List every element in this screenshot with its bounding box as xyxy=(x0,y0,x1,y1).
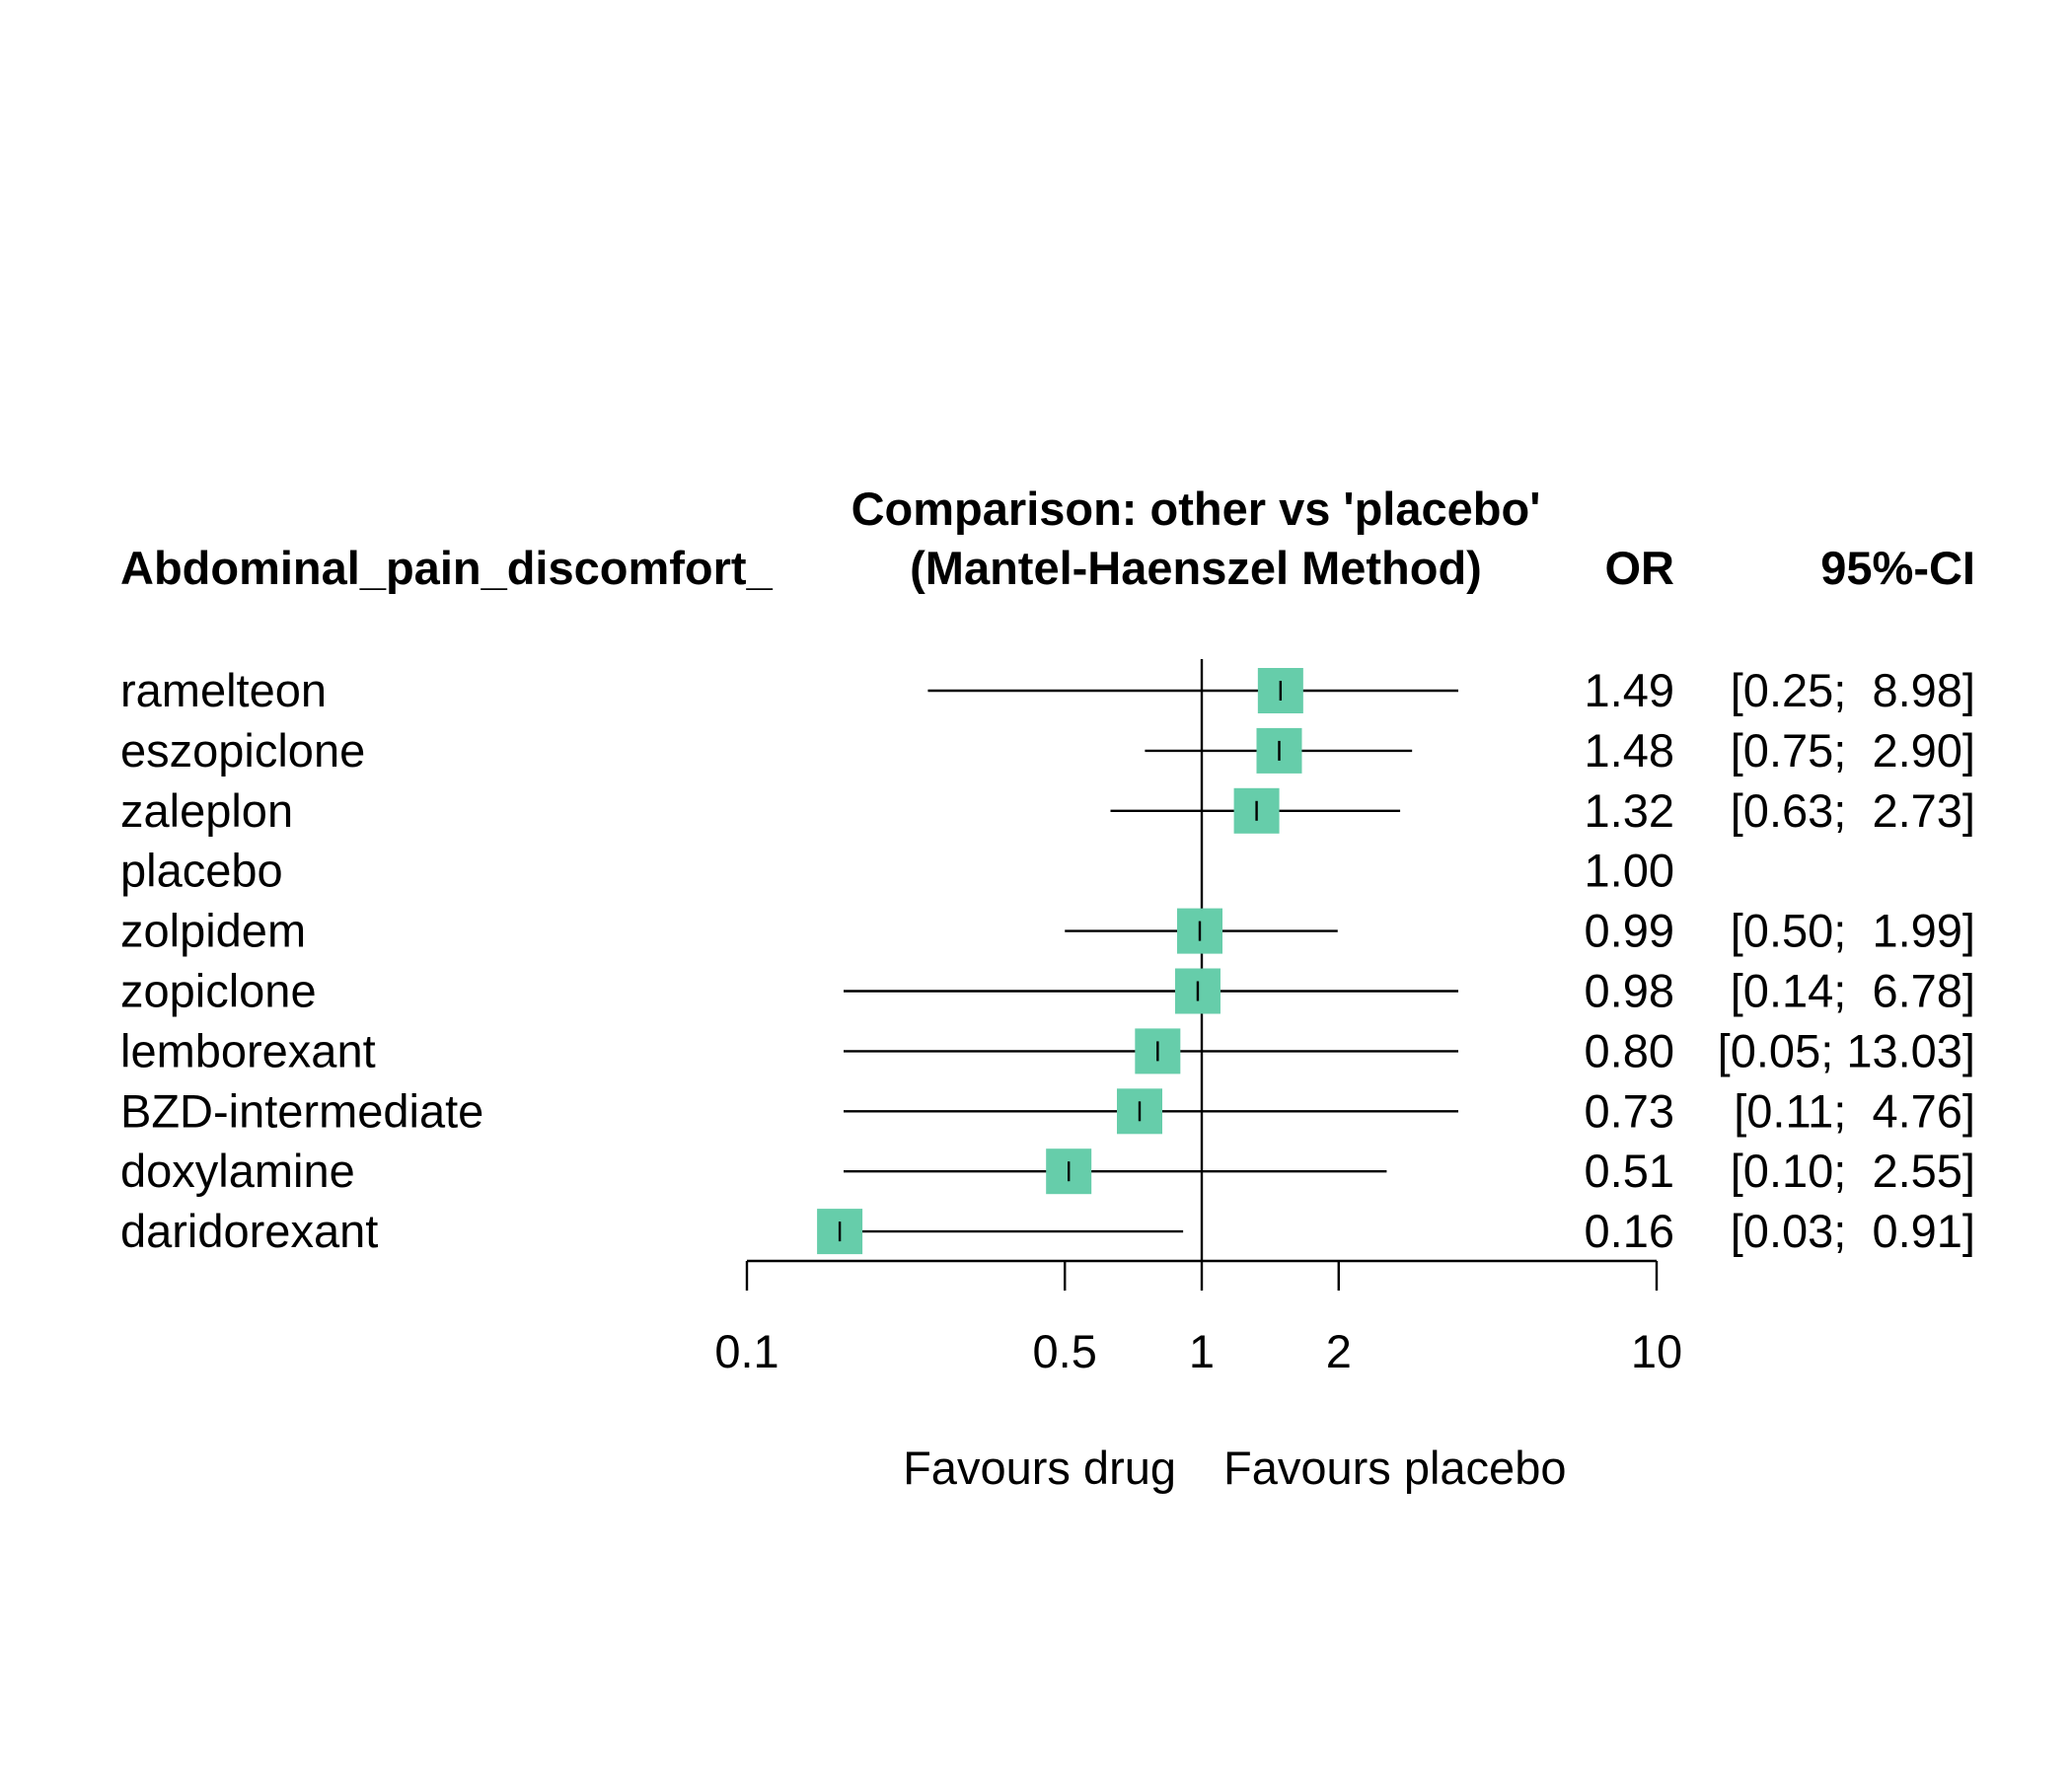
or-value: 1.48 xyxy=(1585,724,1674,777)
study-rows: ramelteon 1.49 [0.25; 8.98] eszopiclone 1.48… xyxy=(120,659,1975,1261)
or-value: 1.00 xyxy=(1585,845,1674,897)
row-zolpidem: zolpidem 0.99 [0.50; 1.99] xyxy=(120,905,1975,957)
row-ramelteon: ramelteon 1.49 [0.25; 8.98] xyxy=(120,664,1975,716)
or-value: 1.32 xyxy=(1585,784,1674,837)
row-doxylamine: doxylamine 0.51 [0.10; 2.55] xyxy=(120,1145,1975,1197)
study-label: ramelteon xyxy=(120,664,327,716)
ci-value: [0.14; 6.78] xyxy=(1731,965,1975,1017)
chart-subtitle: (Mantel-Haenszel Method) xyxy=(910,542,1482,594)
outcome-label: Abdominal_pain_discomfort_ xyxy=(120,542,774,594)
ci-value: [0.25; 8.98] xyxy=(1731,664,1975,716)
or-value: 1.49 xyxy=(1585,664,1674,716)
or-value: 0.98 xyxy=(1585,965,1674,1017)
x-tick-label: 0.1 xyxy=(714,1325,778,1377)
or-value: 0.51 xyxy=(1585,1145,1674,1197)
study-label: zaleplon xyxy=(120,784,293,837)
study-label: BZD-intermediate xyxy=(120,1084,483,1137)
favours-right-label: Favours placebo xyxy=(1223,1442,1566,1494)
ci-value: [0.05; 13.03] xyxy=(1718,1024,1975,1076)
study-label: zopiclone xyxy=(120,965,317,1017)
x-tick-label: 10 xyxy=(1631,1325,1682,1377)
study-label: daridorexant xyxy=(120,1205,378,1257)
row-zopiclone: zopiclone 0.98 [0.14; 6.78] xyxy=(120,965,1975,1017)
or-column-header: OR xyxy=(1605,542,1675,594)
x-axis: 0.1 0.5 1 2 10 xyxy=(714,1259,1682,1377)
or-value: 0.73 xyxy=(1585,1084,1674,1137)
row-zaleplon: zaleplon 1.32 [0.63; 2.73] xyxy=(120,784,1975,837)
ci-value: [0.75; 2.90] xyxy=(1731,724,1975,777)
row-placebo: placebo 1.00 xyxy=(120,845,1674,897)
ci-value: [0.11; 4.76] xyxy=(1734,1084,1975,1137)
study-label: lemborexant xyxy=(120,1024,376,1076)
ci-value: [0.50; 1.99] xyxy=(1731,905,1975,957)
row-bzd-intermediate: BZD-intermediate 0.73 [0.11; 4.76] xyxy=(120,1084,1975,1137)
chart-title: Comparison: other vs 'placebo' xyxy=(851,482,1541,535)
row-daridorexant: daridorexant 0.16 [0.03; 0.91] xyxy=(120,1205,1975,1257)
ci-column-header: 95%-CI xyxy=(1820,542,1975,594)
ci-value: [0.63; 2.73] xyxy=(1731,784,1975,837)
ci-value: [0.03; 0.91] xyxy=(1731,1205,1975,1257)
study-label: placebo xyxy=(120,845,283,897)
or-value: 0.99 xyxy=(1585,905,1674,957)
study-label: eszopiclone xyxy=(120,724,365,777)
x-tick-label: 0.5 xyxy=(1033,1325,1097,1377)
or-value: 0.80 xyxy=(1585,1024,1674,1076)
or-value: 0.16 xyxy=(1585,1205,1674,1257)
row-lemborexant: lemborexant 0.80 [0.05; 13.03] xyxy=(120,1024,1975,1076)
favours-left-label: Favours drug xyxy=(903,1442,1176,1494)
ci-value: [0.10; 2.55] xyxy=(1731,1145,1975,1197)
study-label: zolpidem xyxy=(120,905,306,957)
x-tick-label: 2 xyxy=(1326,1325,1352,1377)
row-eszopiclone: eszopiclone 1.48 [0.75; 2.90] xyxy=(120,724,1975,777)
study-label: doxylamine xyxy=(120,1145,355,1197)
x-tick-label: 1 xyxy=(1189,1325,1215,1377)
